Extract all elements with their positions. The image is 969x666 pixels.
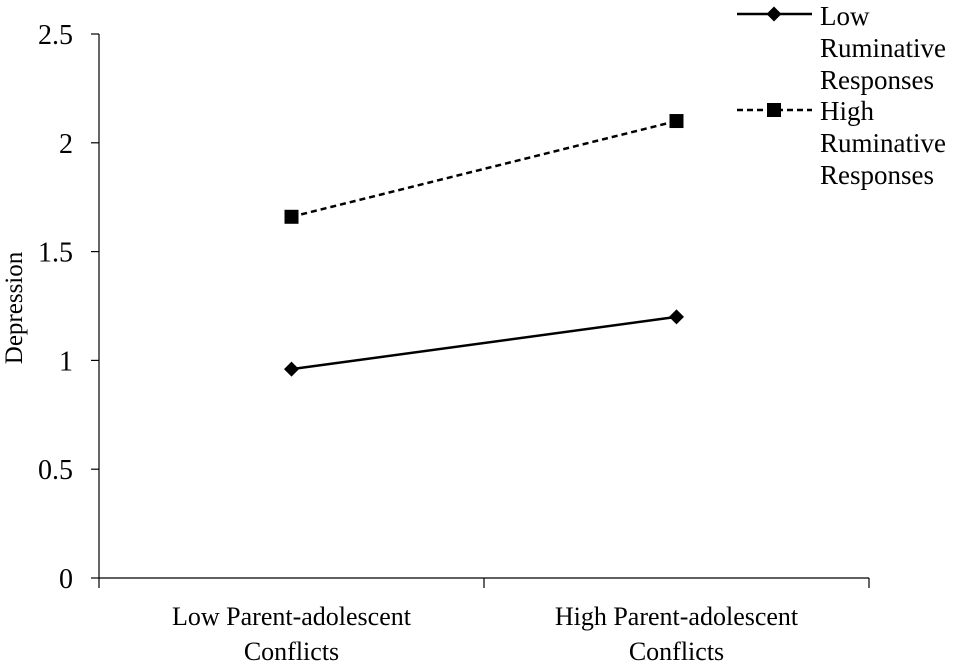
legend-item-low: Low Ruminative Responses [737,1,946,95]
series-high-marker [284,209,299,224]
series-high [284,114,684,224]
series-high-marker [669,114,684,129]
series-low [284,309,684,377]
axes: 0 0.5 1 1.5 2 2.5 Low Parent-adolescent Conflic… [38,20,870,666]
legend-label: Low Ruminative Responses [820,1,946,95]
x-category-label: High Parent-adolescent Conflicts [555,602,799,666]
x-category-label: Low Parent-adolescent Conflicts [172,602,412,666]
y-tick-label: 1 [59,346,73,377]
series-high-line [291,119,677,218]
y-tick-label: 2 [59,129,73,160]
series-layer [284,114,684,377]
series-low-marker [669,309,684,325]
series-low-line [291,315,677,371]
y-tick-label: 1.5 [38,238,73,269]
y-tick-label: 0.5 [38,455,73,486]
series-low-marker [284,361,299,377]
y-tick-label: 0 [59,564,73,595]
legend-high-marker [767,103,781,117]
y-tick-label: 2.5 [38,20,73,51]
legend-low-marker [766,6,782,22]
legend-label: High Ruminative Responses [820,96,946,190]
y-axis-title: Depression [1,251,28,364]
legend-item-high: High Ruminative Responses [737,96,946,190]
